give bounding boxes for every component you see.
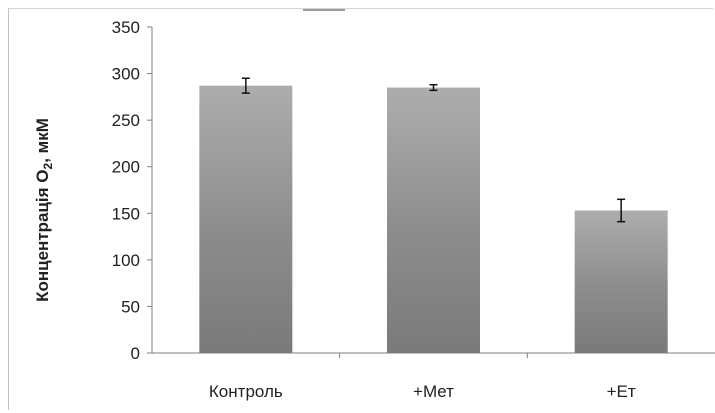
y-tick-label: 350 bbox=[112, 18, 140, 37]
x-tick-label: Контроль bbox=[209, 382, 283, 401]
y-tick-label: 150 bbox=[112, 204, 140, 223]
bar bbox=[199, 85, 293, 354]
bar bbox=[387, 87, 480, 354]
frame-top-mark bbox=[303, 9, 345, 11]
y-tick-label: 0 bbox=[131, 344, 140, 363]
y-tick-label: 200 bbox=[112, 158, 140, 177]
y-tick-label: 100 bbox=[112, 251, 140, 270]
bar bbox=[574, 210, 668, 353]
y-tick-label: 300 bbox=[112, 65, 140, 84]
y-tick-label: 250 bbox=[112, 111, 140, 130]
y-tick-label: 50 bbox=[121, 297, 140, 316]
x-tick-label: +Ет bbox=[607, 382, 636, 401]
chart-frame bbox=[8, 8, 713, 410]
x-tick-label: +Мет bbox=[413, 382, 454, 401]
